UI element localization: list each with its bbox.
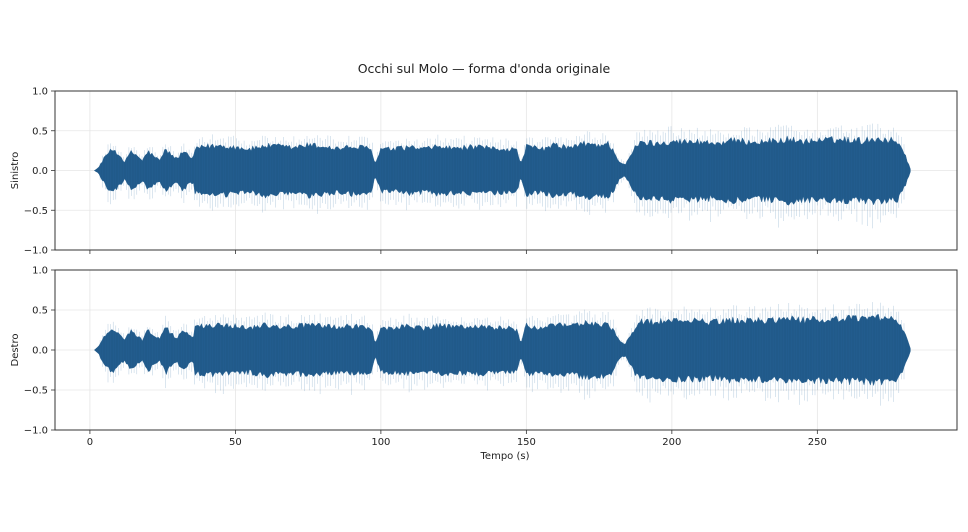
waveform-transients xyxy=(99,123,905,229)
x-tick-label: 150 xyxy=(517,437,536,448)
y-tick-label: −0.5 xyxy=(24,386,48,397)
waveform-area xyxy=(93,135,911,206)
x-axis-label: Tempo (s) xyxy=(480,451,530,462)
y-tick-label: 0.0 xyxy=(32,346,48,357)
y-tick-label: 0.5 xyxy=(32,126,48,137)
y-tick-label: −1.0 xyxy=(24,246,48,257)
y-tick-label: 0.5 xyxy=(32,306,48,317)
x-tick-label: 200 xyxy=(662,437,681,448)
waveform-area xyxy=(93,313,911,387)
y-axis-label: Destro xyxy=(10,334,21,367)
chart-title: Occhi sul Molo — forma d'onda originale xyxy=(358,61,611,76)
y-tick-label: 0.0 xyxy=(32,166,48,177)
x-tick-label: 50 xyxy=(229,437,242,448)
x-tick-label: 250 xyxy=(808,437,827,448)
channel-panel-right: −1.0 −0.5 0.0 0.5 1.0 0 50 100 150 200 250 Destro xyxy=(10,266,958,448)
y-tick-label: −1.0 xyxy=(24,426,48,437)
y-tick-label: 1.0 xyxy=(32,266,48,277)
waveform-transients xyxy=(99,302,905,406)
y-axis-label: Sinistro xyxy=(10,152,21,189)
x-tick-label: 100 xyxy=(371,437,390,448)
channel-panel-left: −1.0 −0.5 0.0 0.5 1.0 Sinistro xyxy=(10,87,958,257)
y-tick-label: 1.0 xyxy=(32,87,48,98)
y-tick-label: −0.5 xyxy=(24,206,48,217)
x-tick-label: 0 xyxy=(87,437,93,448)
